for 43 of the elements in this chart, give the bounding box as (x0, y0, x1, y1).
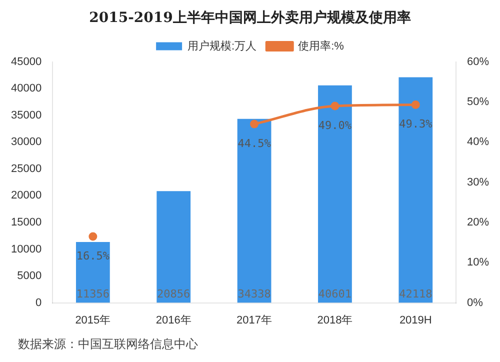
y2-tick-label: 10% (466, 256, 490, 269)
source-note: 数据来源：中国互联网络信息中心 (18, 336, 198, 353)
y2-tick-label: 0% (466, 296, 484, 309)
y2-tick-label: 30% (466, 176, 490, 188)
y-tick-label: 30000 (10, 136, 42, 148)
point (250, 120, 259, 128)
data-label: 11356 (76, 288, 110, 301)
data-label: 42118 (399, 288, 432, 301)
bar (398, 77, 433, 303)
data-label: 16.5% (76, 249, 110, 262)
y-tick-label: 35000 (10, 109, 42, 122)
y2-tick-label: 20% (466, 216, 490, 228)
bar (156, 191, 191, 303)
point (330, 102, 340, 110)
bar (318, 85, 352, 303)
legend-label: 使用率:% (298, 39, 344, 52)
data-label: 20856 (157, 288, 190, 301)
y-tick-label: 0 (35, 296, 42, 309)
y-tick-label: 40000 (10, 82, 42, 95)
data-label: 34338 (238, 288, 271, 301)
y2-tick-label: 60% (466, 56, 490, 68)
y-tick-label: 15000 (10, 216, 42, 228)
y2-tick-label: 50% (466, 96, 490, 108)
chart-title: 2015-2019上半年中国网上外卖用户规模及使用率 (89, 9, 411, 26)
data-label: 44.5% (238, 136, 272, 150)
x-tick-label: 2017年 (236, 314, 272, 326)
data-label: 40601 (318, 288, 352, 301)
y-tick-label: 10000 (10, 243, 42, 256)
y-tick-label: 25000 (10, 162, 42, 175)
y-tick-label: 5000 (17, 270, 42, 282)
bar (237, 118, 272, 303)
point (88, 232, 98, 241)
y2-tick-label: 40% (466, 136, 490, 148)
data-label: 49.3% (399, 118, 433, 131)
y-tick-label: 20000 (10, 190, 42, 202)
x-tick-label: 2016年 (156, 314, 192, 326)
x-tick-label: 2015年 (75, 314, 111, 326)
legend-label: 用户规模:万人 (188, 39, 257, 52)
x-tick-label: 2019H (399, 314, 432, 326)
y-tick-label: 45000 (10, 56, 42, 68)
x-tick-label: 2018年 (317, 314, 353, 326)
data-label: 49.0% (318, 118, 352, 132)
point (411, 100, 420, 110)
